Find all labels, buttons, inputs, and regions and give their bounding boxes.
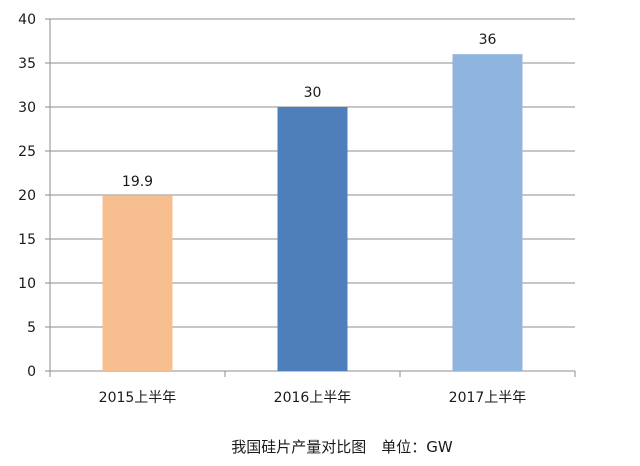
watermark-text: 六氟研报 — [30, 445, 78, 460]
bar-value-label: 36 — [479, 32, 497, 48]
y-tick-label: 35 — [18, 56, 36, 72]
y-tick-label: 10 — [18, 276, 36, 292]
watermark-logo-icon — [11, 446, 25, 460]
bar-value-label: 30 — [304, 85, 322, 101]
y-tick-label: 40 — [18, 12, 36, 28]
bars — [102, 54, 523, 371]
bar — [102, 195, 173, 371]
y-tick-label: 5 — [27, 320, 36, 336]
x-category-label: 2015上半年 — [99, 390, 177, 406]
data-labels: 19.9 30 36 — [122, 32, 497, 190]
y-tick-label: 0 — [27, 364, 36, 380]
x-axis: 2015上半年 2016上半年 2017上半年 — [49, 370, 576, 406]
bar — [452, 54, 523, 371]
y-axis: 0 5 10 15 20 25 30 35 40 — [18, 12, 51, 380]
y-tick-label: 15 — [18, 232, 36, 248]
x-category-label: 2016上半年 — [274, 390, 352, 406]
watermark: 六氟研报 — [11, 445, 78, 460]
bar-value-label: 19.9 — [122, 174, 153, 190]
chart-title: 我国硅片产量对比图 单位：GW — [231, 438, 453, 456]
y-tick-label: 20 — [18, 188, 36, 204]
x-category-label: 2017上半年 — [449, 390, 527, 406]
y-tick-label: 25 — [18, 144, 36, 160]
bar — [277, 107, 348, 371]
y-tick-label: 30 — [18, 100, 36, 116]
